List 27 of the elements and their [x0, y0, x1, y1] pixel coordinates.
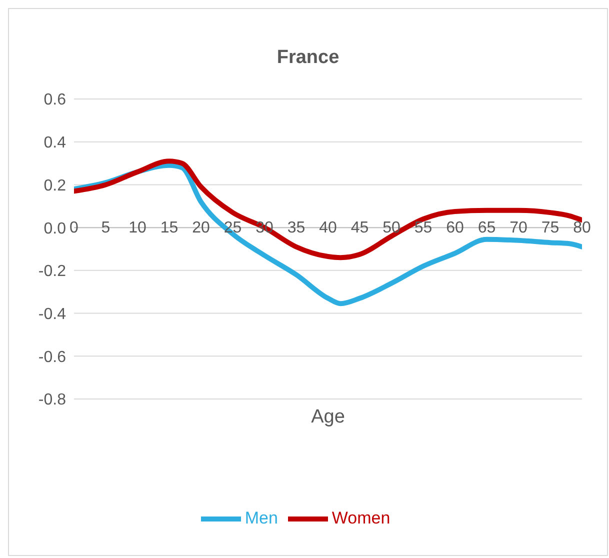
x-tick-label: 10	[128, 219, 146, 236]
x-tick-label: 50	[382, 219, 400, 236]
legend-label: Women	[332, 508, 390, 528]
y-tick-label: 0.4	[44, 134, 66, 152]
x-tick-label: 60	[446, 219, 464, 236]
chart-title: France	[276, 47, 340, 69]
y-tick-label: -0.8	[38, 392, 66, 409]
x-tick-label: 40	[319, 219, 337, 236]
x-tick-label: 15	[160, 219, 178, 236]
x-tick-label: 45	[350, 219, 369, 236]
x-tick-label: 75	[541, 219, 560, 236]
y-tick-label: 0.6	[44, 92, 66, 109]
x-tick-label: 65	[478, 219, 496, 236]
legend-label: Men	[244, 508, 278, 528]
y-tick-label: 0.2	[44, 177, 66, 194]
x-tick-label: 5	[101, 219, 110, 236]
x-tick-label: 35	[287, 219, 306, 236]
x-tick-label: 0	[70, 219, 79, 236]
y-tick-label: -0.6	[38, 348, 66, 366]
x-tick-label: 55	[414, 219, 432, 236]
x-tick-label: 70	[510, 219, 528, 236]
x-tick-label: 80	[573, 219, 591, 236]
x-axis-title: Age	[311, 406, 345, 428]
y-tick-label: -0.2	[38, 263, 66, 280]
y-tick-label: 0.0	[44, 220, 66, 238]
y-tick-label: -0.4	[38, 306, 66, 323]
x-tick-label: 20	[192, 219, 210, 236]
